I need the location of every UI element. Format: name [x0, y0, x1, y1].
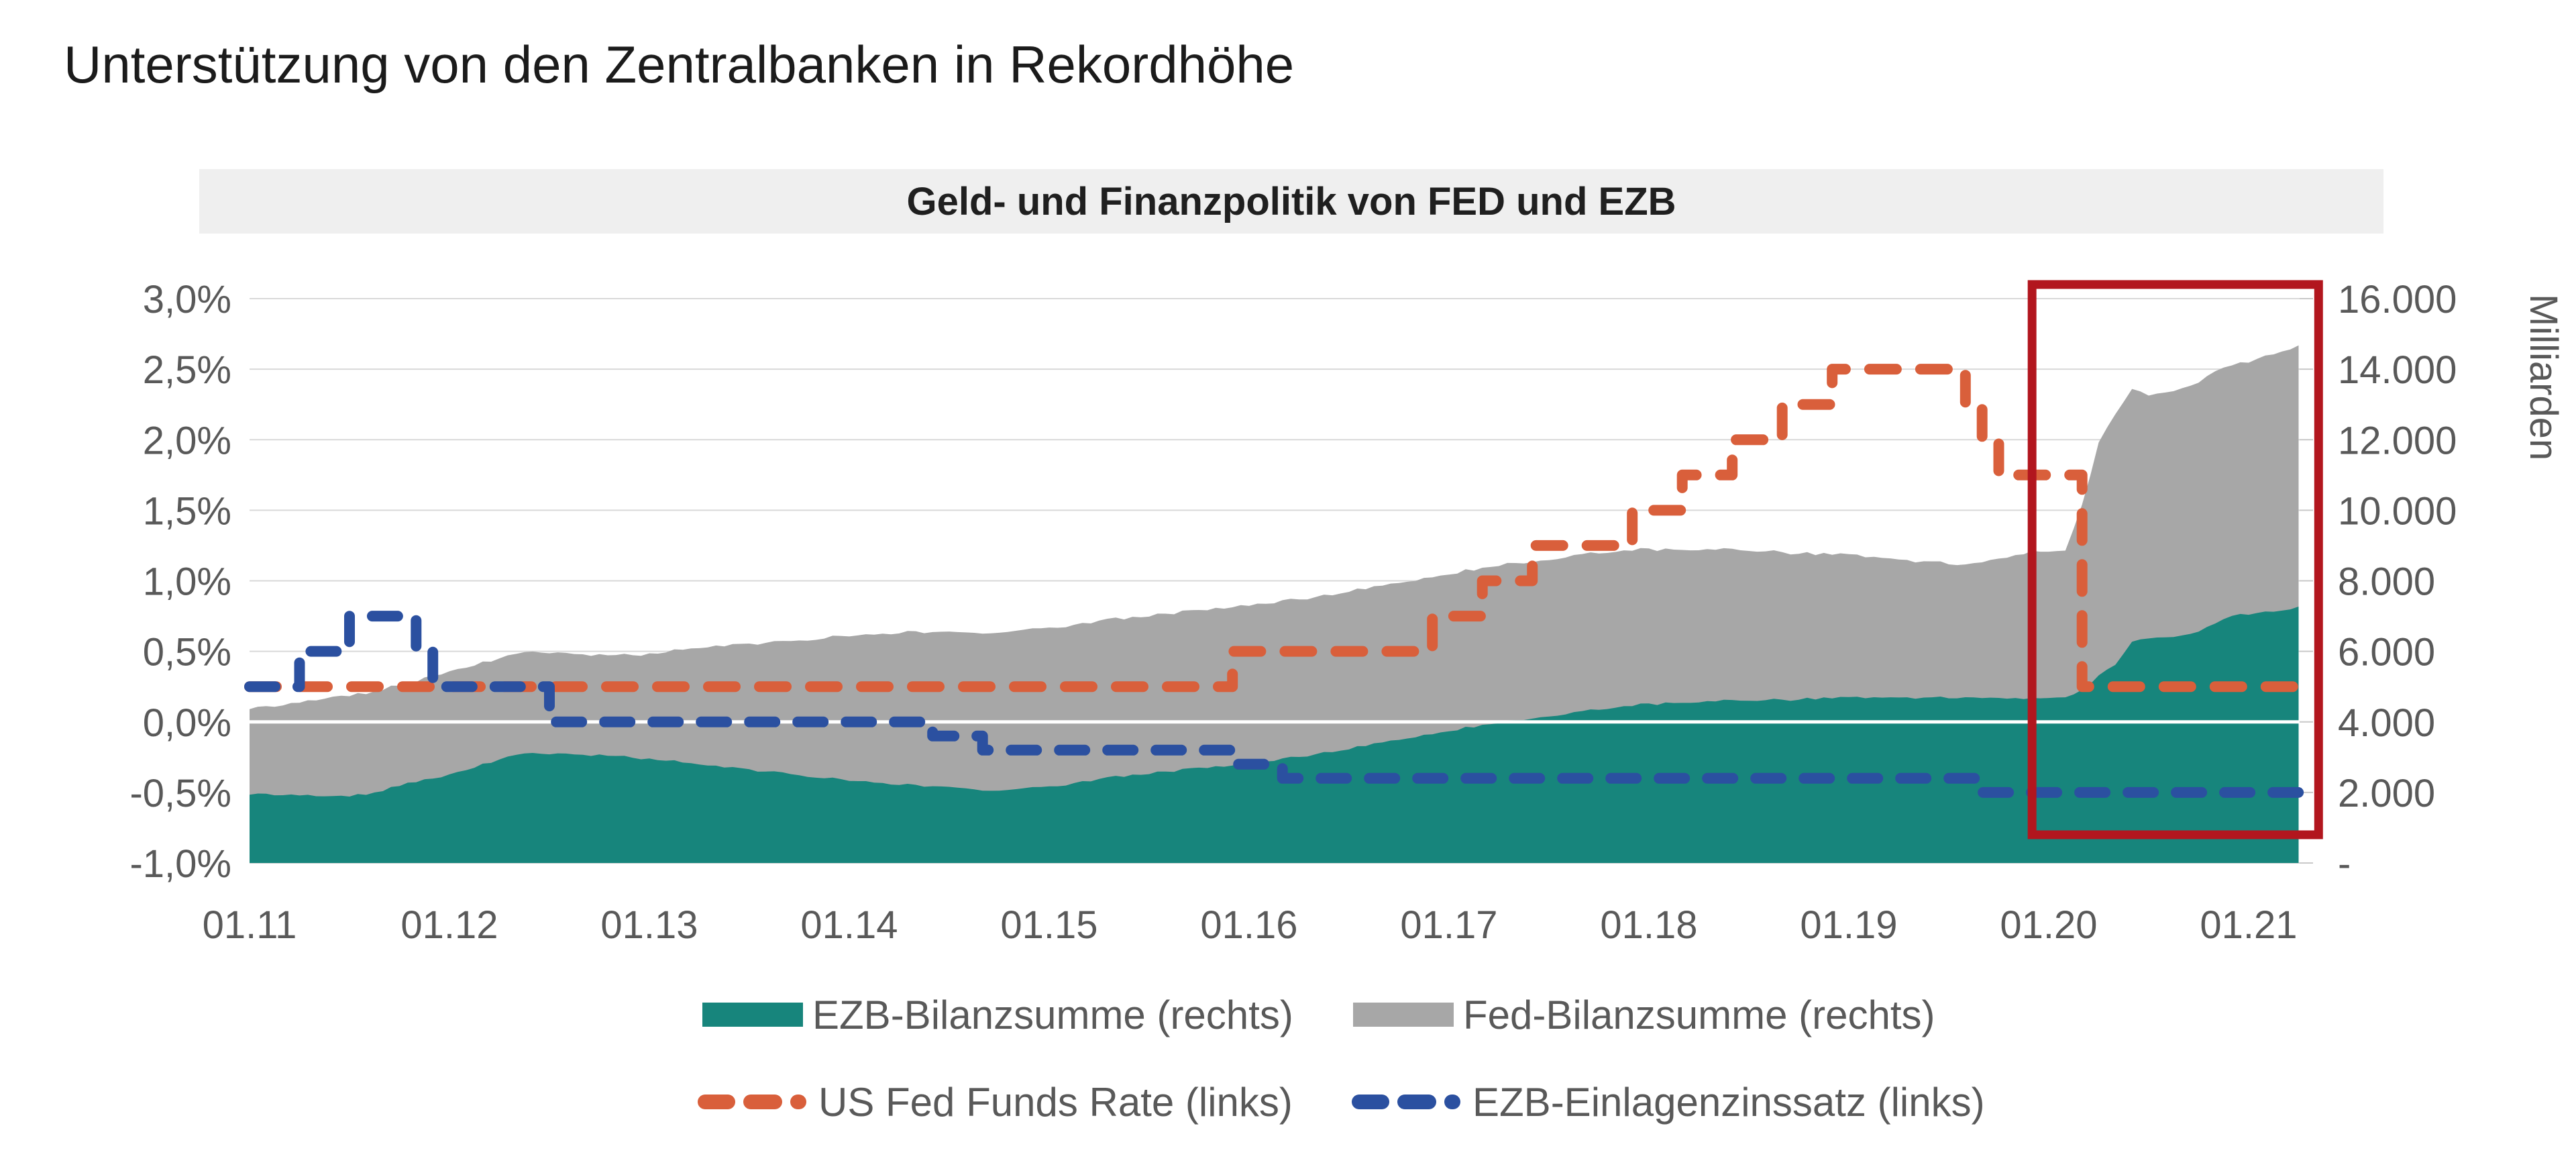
x-axis-tick-label: 01.19	[1800, 903, 1897, 947]
x-axis-tick-label: 01.14	[800, 903, 898, 947]
right-axis-title: Milliarden	[2522, 294, 2565, 460]
left-axis-tick-label: 3,0%	[143, 278, 231, 321]
legend-label: EZB-Bilanzsumme (rechts)	[812, 992, 1293, 1037]
right-axis-tick-label: 8.000	[2338, 560, 2435, 604]
ezb-rate-dash-swatch	[1352, 1095, 1463, 1109]
highlight-box	[2027, 280, 2323, 840]
left-axis-tick-label: 2,5%	[143, 348, 231, 392]
right-axis-tick-label: 10.000	[2338, 489, 2457, 533]
right-axis-tick-label: 6.000	[2338, 631, 2435, 674]
right-axis-tick-label: 12.000	[2338, 419, 2457, 462]
chart-title: Geld- und Finanzpolitik von FED und EZB	[906, 179, 1676, 223]
ezb-einlagenzinssatz-line	[244, 611, 2304, 798]
rate-lines	[244, 364, 2304, 798]
fed-area-swatch	[1353, 1003, 1454, 1027]
left-axis-tick-label: -1,0%	[129, 842, 231, 886]
left-axis-tick-label: 2,0%	[143, 419, 231, 462]
x-axis-tick-label: 01.16	[1200, 903, 1297, 947]
legend-label: Fed-Bilanzsumme (rechts)	[1463, 992, 1935, 1037]
x-axis-tick-label: 01.13	[600, 903, 698, 947]
legend-label: US Fed Funds Rate (links)	[818, 1079, 1293, 1125]
right-axis-tick-label: 4.000	[2338, 701, 2435, 745]
ezb-area-swatch	[702, 1003, 803, 1027]
right-axis-tick-label: 2.000	[2338, 772, 2435, 815]
fed-funds-dash-swatch	[698, 1095, 809, 1109]
left-axis-tick-label: 1,5%	[143, 489, 231, 533]
x-axis-tick-label: 01.17	[1400, 903, 1497, 947]
balance-sheet-areas	[250, 345, 2299, 863]
legend-item-fed-bilanzsumme: Fed-Bilanzsumme (rechts)	[1353, 992, 1935, 1037]
right-axis-tick-label: 14.000	[2338, 348, 2457, 392]
legend-item-fed-funds-rate: US Fed Funds Rate (links)	[698, 1079, 1293, 1125]
legend-item-ezb-einlagenzinssatz: EZB-Einlagenzinssatz (links)	[1352, 1079, 1985, 1125]
crisis-highlight-box	[2027, 280, 2323, 840]
ezb-bilanzsumme-area	[250, 606, 2299, 863]
x-axis-tick-label: 01.21	[2200, 903, 2297, 947]
x-axis-tick-label: 01.11	[203, 903, 297, 947]
axis-labels: 3,0% 2,5% 2,0% 1,5% 1,0% 0,5% 0,0% -0,5% -1,0% 16…	[129, 278, 2565, 947]
legend-label: EZB-Einlagenzinssatz (links)	[1472, 1079, 1985, 1125]
legend-item-ezb-bilanzsumme: EZB-Bilanzsumme (rechts)	[702, 992, 1293, 1037]
x-axis-tick-label: 01.20	[2000, 903, 2097, 947]
right-axis-tick-label: -	[2338, 842, 2351, 886]
left-axis-tick-label: 0,0%	[143, 701, 231, 745]
left-axis-tick-label: 1,0%	[143, 560, 231, 604]
page-title: Unterstützung von den Zentralbanken in R…	[64, 35, 1295, 94]
chart-title-bar: Geld- und Finanzpolitik von FED und EZB	[199, 169, 2383, 234]
left-axis-tick-label: -0,5%	[129, 772, 231, 815]
x-axis-tick-label: 01.15	[1000, 903, 1097, 947]
right-axis-tick-label: 16.000	[2338, 278, 2457, 321]
left-axis-tick-label: 0,5%	[143, 631, 231, 674]
x-axis-tick-label: 01.12	[400, 903, 498, 947]
x-axis-tick-label: 01.18	[1600, 903, 1697, 947]
us-fed-funds-rate-line	[244, 364, 2304, 693]
